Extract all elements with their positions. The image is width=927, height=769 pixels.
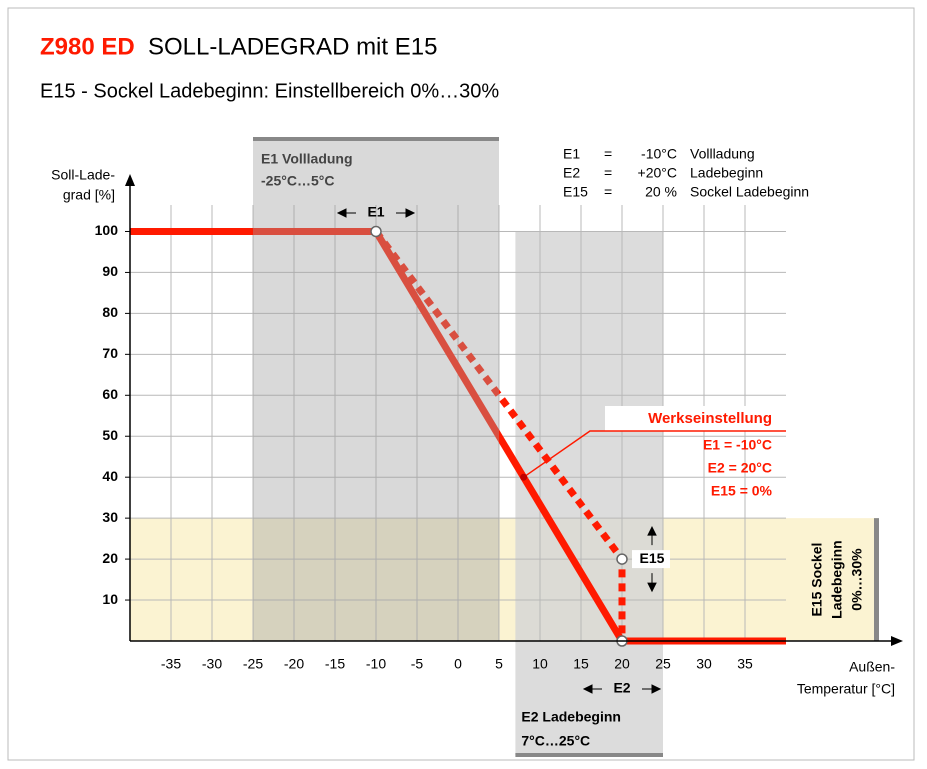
y-tick-label: 70: [102, 345, 118, 361]
x-tick-label: 15: [573, 656, 589, 672]
x-tick-label: 25: [655, 656, 671, 672]
legend-text: E1: [563, 146, 580, 162]
x-tick-label: -15: [325, 656, 345, 672]
region-label: E15 Sockel: [809, 543, 825, 617]
x-tick-label: 0: [454, 656, 462, 672]
chart-title: SOLL-LADEGRAD mit E15: [148, 33, 437, 60]
annotation-leader: [523, 430, 786, 478]
region-edge: [515, 753, 663, 757]
legend-text: E2: [563, 165, 580, 181]
region-label: E1 Vollladung: [261, 151, 353, 167]
marker-e1-arrow: [336, 208, 416, 218]
y-tick-label: 100: [95, 222, 119, 238]
x-label: Temperatur [°C]: [797, 681, 895, 697]
region-edge: [874, 518, 879, 641]
y-tick-label: 80: [102, 304, 118, 320]
region: [253, 140, 499, 641]
x-tick-label: 30: [696, 656, 712, 672]
y-axis-arrow: [125, 174, 135, 186]
legend-text: -10°C: [641, 146, 677, 162]
region-label: -25°C…5°C: [261, 173, 334, 189]
y-label: Soll-Lade-: [51, 167, 115, 183]
x-tick-label: -5: [411, 656, 424, 672]
region-label: 0%…30%: [849, 548, 865, 611]
annotation-bg: [605, 406, 786, 431]
x-tick-label: -20: [284, 656, 304, 672]
legend-text: E15: [563, 184, 588, 200]
annotation-line: E1 = -10°C: [703, 437, 772, 453]
y-tick-label: 10: [102, 591, 118, 607]
title-code: Z980 ED: [40, 33, 135, 60]
legend-text: Ladebeginn: [690, 165, 763, 181]
vertex: [370, 225, 382, 238]
marker-e15-arrow: [647, 525, 657, 593]
legend-text: =: [604, 184, 612, 200]
x-axis-arrow: [891, 636, 903, 646]
region-label: E2 Ladebeginn: [521, 709, 621, 725]
legend-text: Sockel Ladebeginn: [690, 184, 809, 200]
x-tick-label: -35: [161, 656, 181, 672]
annotation-title: Werkseinstellung: [648, 410, 772, 427]
y-tick-label: 60: [102, 386, 118, 402]
x-tick-label: -30: [202, 656, 222, 672]
region: [130, 518, 878, 641]
y-label: grad [%]: [63, 187, 115, 203]
y-tick-label: 40: [102, 468, 118, 484]
legend-text: +20°C: [638, 165, 677, 181]
x-label: Außen-: [849, 659, 895, 675]
marker-e2: E2: [613, 680, 630, 696]
legend-text: =: [604, 165, 612, 181]
x-tick-label: 20: [614, 656, 630, 672]
x-tick-label: -10: [366, 656, 386, 672]
legend-text: 20 %: [645, 184, 677, 200]
y-tick-label: 20: [102, 550, 118, 566]
marker-e1: E1: [367, 204, 384, 220]
subtitle: E15 - Sockel Ladebeginn: Einstellbereich…: [40, 80, 499, 102]
region-label: Ladebeginn: [829, 540, 845, 619]
region-edge: [253, 137, 499, 141]
marker-bg: [632, 550, 670, 569]
x-tick-label: 5: [495, 656, 503, 672]
marker-e2-arrow: [582, 684, 662, 694]
y-tick-label: 50: [102, 427, 118, 443]
region-label: 7°C…25°C: [521, 733, 590, 749]
annotation-line: E2 = 20°C: [708, 460, 772, 476]
x-tick-label: 35: [737, 656, 753, 672]
y-tick-label: 30: [102, 509, 118, 525]
marker-e15: E15: [640, 550, 665, 566]
legend-text: Vollladung: [690, 146, 755, 162]
vertex: [616, 553, 628, 565]
frame: [7, 7, 915, 761]
legend-text: =: [604, 146, 612, 162]
x-tick-label: -25: [243, 656, 263, 672]
y-tick-label: 90: [102, 263, 118, 279]
x-tick-label: 10: [532, 656, 548, 672]
region: [515, 232, 663, 755]
annotation-dot: [520, 473, 528, 481]
annotation-line: E15 = 0%: [711, 483, 773, 499]
